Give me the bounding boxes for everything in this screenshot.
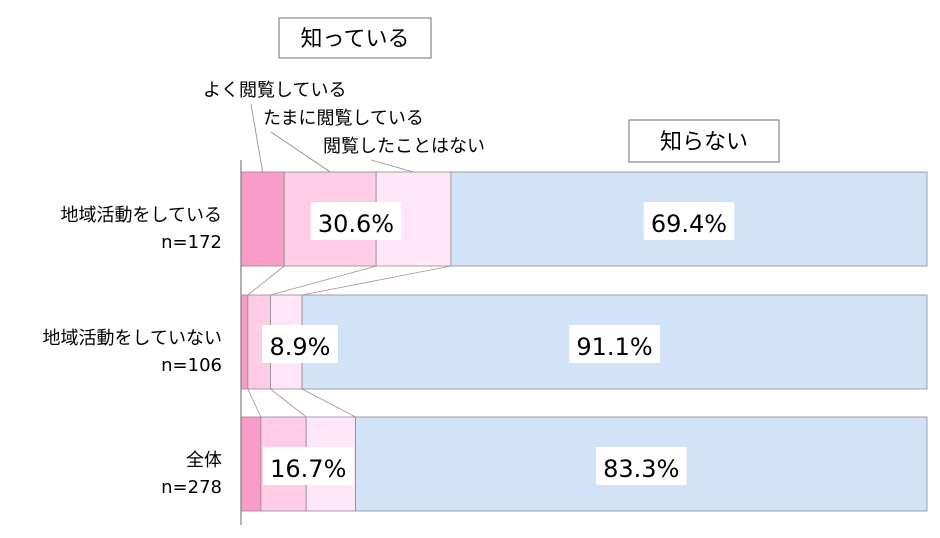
connector-line [270,388,307,418]
data-labels: 30.6% 69.4% 8.9% 91.1% 16.7% 83.3% [262,202,735,485]
callout-label: 閲覧したことはない [323,136,485,157]
known-total-label: 8.9% [270,333,331,361]
known-total-label-box [262,325,338,363]
category-label: 全体 [186,450,222,471]
callout-line [370,159,414,173]
connector-lines [247,265,451,418]
unknown-label: 69.4% [651,210,727,238]
unknown-label-box [596,447,687,485]
category-n-label: n=278 [161,477,222,498]
unknown-group-box [628,119,780,163]
unknown-label: 91.1% [576,333,652,361]
bar-segment-2-4 [301,294,928,390]
connector-line [301,388,356,418]
category-n-label: n=106 [161,355,222,376]
bar-segment-3-1 [240,416,262,512]
category-label: 地域活動をしている [61,205,222,226]
connector-line [270,265,377,296]
category-label: 地域活動をしていない [43,328,222,349]
callout-line [270,131,331,173]
known-total-label-box [310,202,402,240]
bars [240,171,928,512]
bar-segment-2-1 [240,294,249,390]
unknown-group-label: 知らない [660,130,748,155]
known-group-label: 知っている [301,27,410,52]
unknown-label: 83.3% [603,455,679,483]
category-n-label: n=172 [161,232,222,253]
unknown-label-box [643,202,735,240]
bar-segment-1-1 [240,171,285,267]
callout-line [250,103,264,173]
category-labels: 地域活動をしている n=172 地域活動をしていない n=106 全体 n=278 [43,205,222,498]
known-total-label: 30.6% [318,210,394,238]
unknown-label-box [569,325,660,363]
known-total-label: 16.7% [270,455,346,483]
callout-label: よく閲覧している [203,80,346,101]
connector-line [247,388,262,418]
connector-line [247,265,285,296]
known-group-box [278,17,432,59]
connector-line [301,265,451,296]
callout-label: たまに閲覧している [263,108,424,129]
known-total-label-box [263,447,354,485]
